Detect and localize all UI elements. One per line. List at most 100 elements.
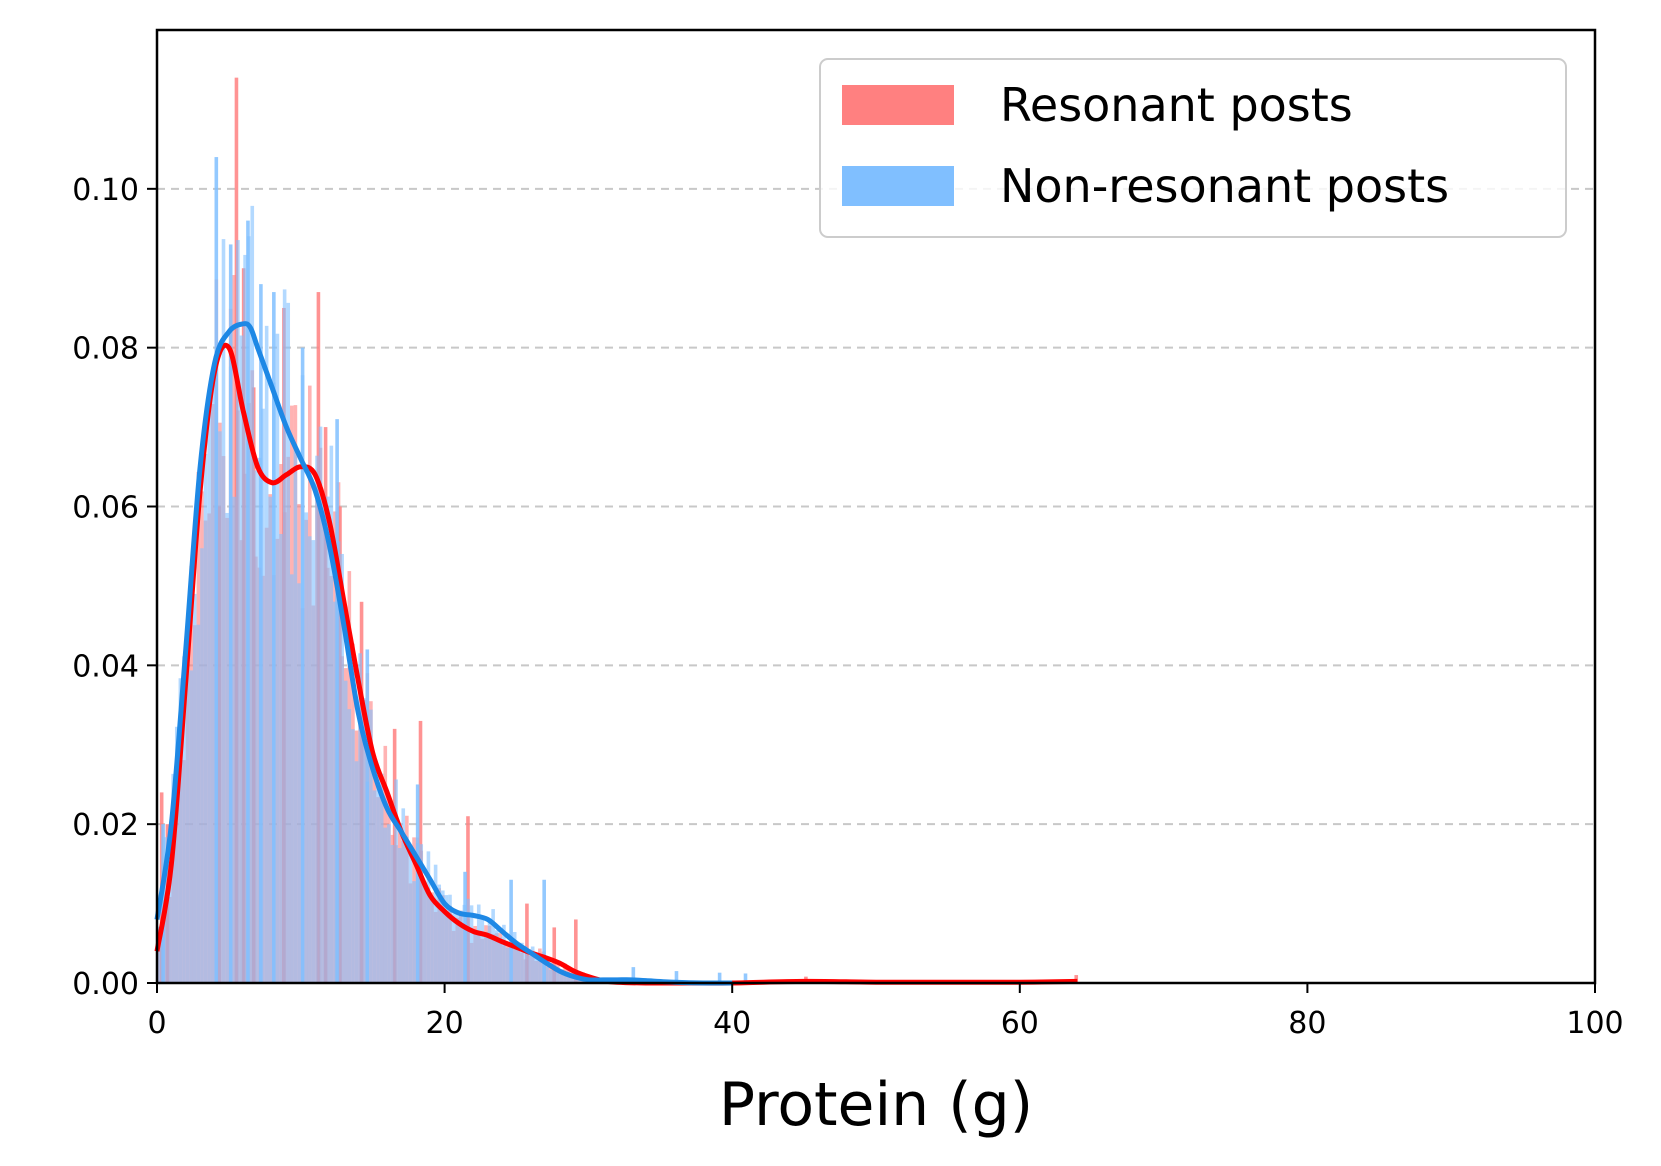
hist-bar	[469, 905, 474, 983]
hist-bar	[430, 897, 434, 983]
x-tick-label: 60	[1001, 1006, 1039, 1041]
hist-bar	[239, 335, 244, 983]
hist-bar	[210, 382, 215, 983]
hist-bar	[304, 512, 308, 983]
hist-bar	[221, 239, 226, 983]
x-tick-label: 40	[713, 1006, 751, 1041]
hist-spike	[542, 879, 546, 983]
hist-spike	[335, 419, 339, 983]
hist-bar	[192, 593, 197, 983]
hist-bar	[157, 926, 161, 983]
hist-bar	[433, 864, 438, 983]
hist-bar	[394, 779, 398, 983]
hist-bar	[203, 453, 208, 984]
hist-bar	[538, 956, 542, 983]
hist-bar	[325, 496, 330, 983]
hist-spike	[552, 927, 557, 983]
hist-bar	[444, 895, 449, 983]
hist-bar	[293, 444, 298, 983]
hist-bar	[559, 970, 564, 983]
hist-bar	[563, 975, 567, 983]
hist-bar	[167, 875, 172, 983]
hist-bar	[379, 773, 384, 983]
hist-bar	[329, 445, 334, 983]
hist-bar	[397, 848, 402, 983]
y-tick-label: 0.04	[72, 649, 139, 684]
legend-swatch-non-resonant	[842, 166, 954, 206]
hist-bar	[423, 881, 427, 983]
hist-bar	[372, 790, 377, 983]
hist-bar	[390, 844, 395, 983]
hist-bar	[275, 333, 280, 984]
hist-bar	[218, 431, 222, 983]
x-tick-label: 80	[1288, 1006, 1326, 1041]
hist-bar	[376, 775, 380, 983]
x-tick-label: 100	[1566, 1006, 1623, 1041]
hist-bar	[243, 254, 247, 983]
hist-bar	[545, 966, 549, 983]
hist-bar	[458, 910, 463, 983]
hist-bar	[236, 240, 240, 983]
hist-bar	[358, 653, 362, 983]
hist-bar	[282, 289, 287, 983]
hist-bar	[174, 726, 179, 983]
hist-bar	[383, 827, 388, 983]
hist-bar	[466, 898, 470, 983]
hist-spike	[214, 157, 219, 984]
hist-spike	[161, 824, 165, 983]
y-tick-label: 0.08	[72, 332, 139, 367]
hist-bar	[408, 852, 413, 983]
kde-line-non-resonant	[154, 321, 733, 986]
hist-bar	[527, 955, 531, 983]
hist-bar	[441, 890, 445, 983]
hist-spike	[415, 784, 420, 983]
hist-spike	[228, 244, 233, 984]
hist-bar	[455, 910, 459, 983]
hist-bar	[343, 680, 348, 983]
y-tick-label: 0.06	[72, 491, 139, 526]
x-tick-label: 0	[147, 1006, 166, 1041]
hist-bar	[340, 553, 344, 983]
y-tick-label: 0.10	[72, 173, 139, 208]
hist-bar	[354, 761, 359, 983]
hist-bar	[189, 670, 193, 983]
hist-bar	[570, 975, 575, 983]
hist-bar	[448, 894, 452, 983]
hist-spike	[574, 919, 578, 983]
hist-bar	[307, 536, 312, 983]
hist-bar	[401, 808, 406, 983]
hist-bar	[412, 881, 416, 983]
hist-spike	[674, 971, 679, 983]
histogram-bars	[157, 77, 1079, 984]
hist-bar	[437, 884, 442, 983]
hist-bar	[297, 583, 301, 983]
hist-bar	[534, 953, 539, 983]
hist-bar	[491, 909, 495, 983]
hist-bar	[487, 918, 492, 983]
hist-bar	[250, 205, 255, 984]
hist-bar	[207, 393, 211, 984]
hist-bar	[405, 836, 409, 983]
legend: Resonant posts Non-resonant posts	[819, 58, 1567, 238]
x-tick-label: 20	[426, 1006, 464, 1041]
hist-spike	[525, 903, 529, 983]
hist-bar	[171, 773, 175, 983]
hist-bar	[311, 540, 316, 983]
hist-bar	[498, 937, 503, 983]
hist-spike	[743, 973, 748, 983]
hist-bar	[279, 534, 283, 983]
hist-bar	[264, 325, 269, 983]
tick-labels: 0 20 40 60 80 100 0.00 0.02 0.04 0.06 0.08 0.10	[72, 173, 1623, 1041]
hist-bar	[548, 969, 553, 983]
hist-bar	[178, 678, 183, 983]
hist-bar	[254, 470, 258, 983]
hist-bar	[494, 930, 499, 983]
hist-bar	[290, 574, 294, 983]
hist-bar	[520, 942, 524, 983]
hist-spike	[300, 347, 305, 984]
hist-bar	[473, 932, 477, 983]
hist-bar	[185, 630, 190, 983]
hist-bar	[484, 932, 488, 983]
hist-bar	[552, 970, 557, 983]
